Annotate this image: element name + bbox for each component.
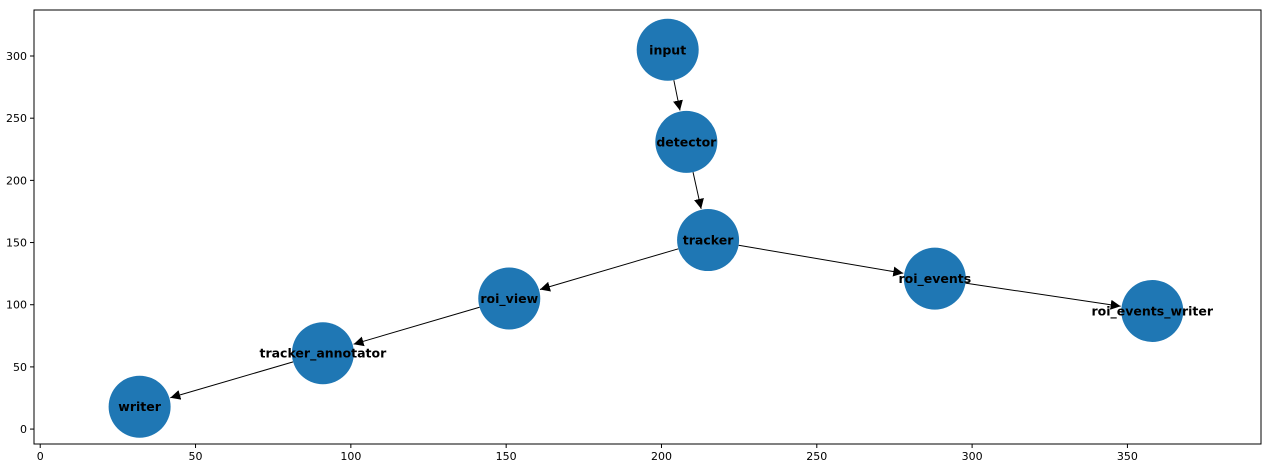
node-label-writer: writer <box>118 399 161 414</box>
y-tick-label: 250 <box>6 112 27 125</box>
edge-group <box>170 80 1121 400</box>
edge-tracker-to-roi_events <box>738 244 904 277</box>
node-detector <box>655 110 718 173</box>
x-tick-label: 300 <box>962 450 983 463</box>
y-tick-label: 200 <box>6 174 27 187</box>
node-label-detector: detector <box>656 134 717 149</box>
node-label-roi_events_writer: roi_events_writer <box>1091 303 1213 319</box>
y-tick-label: 100 <box>6 299 27 312</box>
node-label-roi_events: roi_events <box>898 271 971 287</box>
y-tick-label: 300 <box>6 50 27 63</box>
y-tick-label: 150 <box>6 237 27 250</box>
x-axis: 0 50 100 150 200 250 300 350 <box>37 444 1138 463</box>
node-roi_view <box>478 267 541 330</box>
x-tick-label: 0 <box>37 450 44 463</box>
edge-input-to-detector <box>673 80 683 111</box>
node-label-tracker: tracker <box>683 233 734 248</box>
node-tracker_annotator <box>291 322 354 385</box>
node-label-tracker_annotator: tracker_annotator <box>259 346 387 362</box>
x-tick-label: 150 <box>496 450 517 463</box>
edge-roi_view-to-tracker_annotator <box>353 306 480 347</box>
edge-detector-to-tracker <box>692 171 704 209</box>
x-tick-label: 100 <box>340 450 361 463</box>
edge-tracker_annotator-to-writer <box>170 361 294 400</box>
node-label-group: input detector tracker roi_view tracker_anno… <box>118 42 1214 414</box>
edge-roi_events-to-roi_events_writer <box>965 282 1121 310</box>
y-axis: 0 50 100 150 200 250 300 <box>6 50 34 436</box>
node-roi_events <box>903 247 966 310</box>
node-group <box>108 18 1184 438</box>
node-input <box>636 18 699 81</box>
node-label-input: input <box>649 42 686 57</box>
plot-area-frame <box>33 9 1262 445</box>
x-tick-label: 250 <box>806 450 827 463</box>
node-writer <box>108 375 171 438</box>
node-roi_events_writer <box>1121 279 1184 342</box>
node-label-roi_view: roi_view <box>480 291 538 307</box>
x-tick-label: 50 <box>189 450 203 463</box>
y-tick-label: 50 <box>13 361 27 374</box>
x-tick-label: 350 <box>1117 450 1138 463</box>
y-tick-label: 0 <box>20 423 27 436</box>
x-tick-label: 200 <box>651 450 672 463</box>
edge-tracker-to-roi_view <box>539 248 679 292</box>
node-tracker <box>677 209 740 272</box>
